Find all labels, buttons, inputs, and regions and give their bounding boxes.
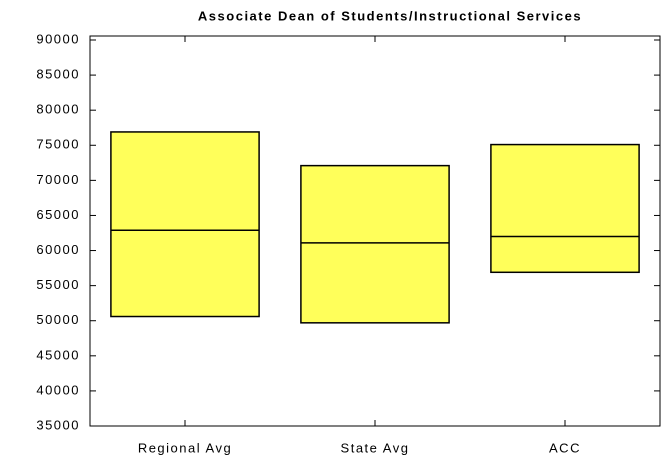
y-tick-label: 85000 <box>36 67 80 82</box>
box <box>110 131 260 318</box>
y-tick-label: 65000 <box>36 207 80 222</box>
box <box>300 164 450 324</box>
x-tick-label: ACC <box>549 440 581 455</box>
y-tick-label: 55000 <box>36 277 80 292</box>
y-tick-label: 80000 <box>36 102 80 117</box>
y-tick-label: 70000 <box>36 172 80 187</box>
y-tick-label: 50000 <box>36 312 80 327</box>
y-tick-label: 75000 <box>36 137 80 152</box>
box <box>490 143 640 274</box>
x-tick-label: Regional Avg <box>138 440 232 455</box>
y-tick-label: 90000 <box>36 31 80 46</box>
y-tick-label: 40000 <box>36 382 80 397</box>
y-tick-label: 35000 <box>36 417 80 432</box>
y-tick-label: 45000 <box>36 347 80 362</box>
y-tick-label: 60000 <box>36 242 80 257</box>
x-tick-label: State Avg <box>341 440 410 455</box>
chart-title: Associate Dean of Students/Instructional… <box>198 8 582 23</box>
